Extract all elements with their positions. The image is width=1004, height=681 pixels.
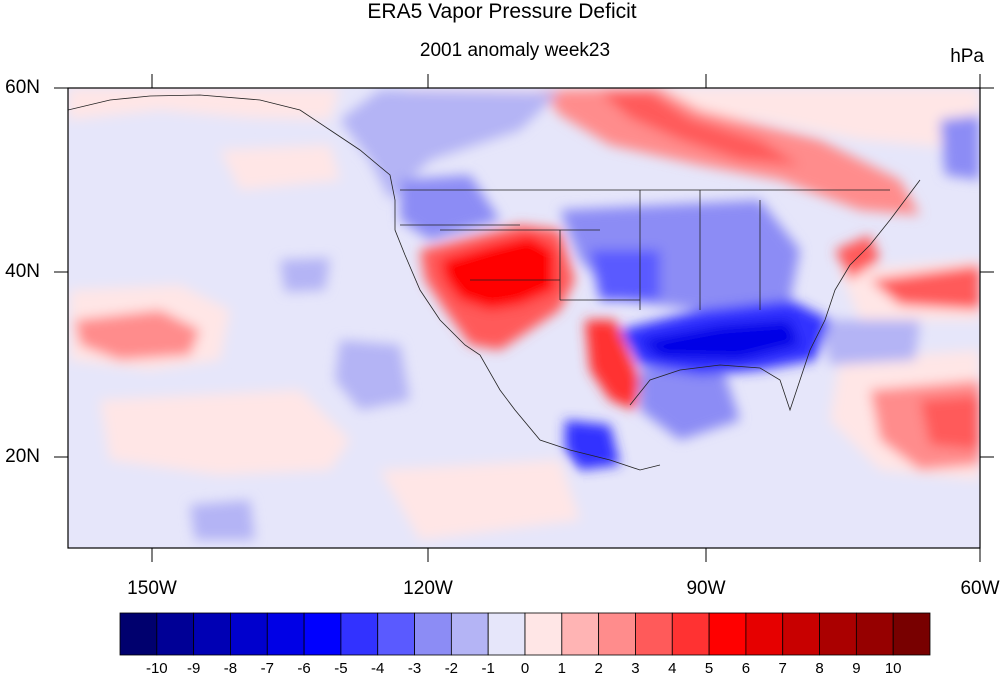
colorbar-swatch bbox=[708, 612, 747, 656]
colorbar-tick-label: 2 bbox=[594, 660, 603, 677]
coastlines bbox=[68, 94, 921, 471]
colorbar-swatch bbox=[450, 612, 489, 656]
colorbar-swatch bbox=[635, 612, 673, 656]
positive-anomaly-region bbox=[68, 88, 340, 120]
colorbar-tick-label: 5 bbox=[704, 660, 714, 677]
positive-anomaly-region bbox=[100, 390, 350, 475]
colorbar-tick-label: 3 bbox=[631, 660, 640, 677]
colorbar-tick-label: -7 bbox=[260, 660, 274, 677]
positive-anomaly-region bbox=[870, 265, 980, 310]
colorbar-swatch bbox=[598, 612, 636, 656]
colorbar-tick-label: -10 bbox=[145, 660, 168, 677]
lon-tick-label: 90W bbox=[686, 578, 726, 599]
colorbar-swatch bbox=[892, 612, 931, 656]
colorbar-tick-label: 7 bbox=[778, 660, 787, 677]
colorbar-swatch bbox=[414, 612, 452, 656]
colorbar-tick-label: 10 bbox=[884, 660, 902, 677]
negative-anomaly-region bbox=[340, 90, 560, 200]
negative-anomaly-region bbox=[335, 340, 410, 410]
negative-anomaly-region bbox=[640, 320, 800, 360]
colorbar-swatch bbox=[819, 612, 857, 656]
colorbar-tick-label: 1 bbox=[557, 660, 566, 677]
anomaly-field bbox=[68, 88, 980, 548]
positive-anomaly-region bbox=[440, 235, 555, 310]
colorbar-swatch bbox=[524, 612, 563, 656]
colorbar-swatch bbox=[156, 612, 195, 656]
positive-anomaly-region bbox=[600, 92, 800, 165]
colorbar-swatch bbox=[119, 612, 158, 656]
positive-anomaly-region bbox=[920, 395, 980, 450]
colorbar-tick-label: 8 bbox=[815, 660, 824, 677]
positive-anomaly-region bbox=[585, 320, 640, 410]
lat-tick-label: 20N bbox=[5, 446, 40, 467]
lon-tick-label: 150W bbox=[127, 578, 177, 599]
colorbar-swatch bbox=[671, 612, 710, 656]
colorbar-swatch bbox=[561, 612, 600, 656]
colorbar-tick-label: -9 bbox=[186, 660, 201, 677]
colorbar-tick-label: -1 bbox=[481, 660, 495, 677]
colorbar-tick-label: -8 bbox=[223, 660, 238, 677]
chart-subtitle: 2001 anomaly week23 bbox=[419, 40, 611, 61]
axis-ticks bbox=[54, 74, 994, 562]
colorbar-swatch bbox=[340, 612, 379, 656]
positive-anomaly-region bbox=[380, 460, 580, 540]
colorbar-swatch bbox=[745, 612, 784, 656]
lat-tick-label: 60N bbox=[5, 77, 40, 98]
colorbar bbox=[119, 612, 931, 656]
colorbar-swatch bbox=[230, 612, 268, 656]
lat-tick-label: 40N bbox=[5, 261, 40, 282]
negative-anomaly-region bbox=[280, 258, 330, 292]
negative-anomaly-region bbox=[190, 500, 255, 540]
colorbar-tick-label: 9 bbox=[852, 660, 861, 677]
colorbar-swatch bbox=[855, 612, 894, 656]
colorbar-tick-label: -2 bbox=[444, 660, 459, 677]
chart-title: ERA5 Vapor Pressure Deficit bbox=[367, 0, 637, 23]
positive-anomaly-region bbox=[75, 310, 200, 360]
positive-anomaly-region bbox=[220, 145, 340, 190]
colorbar-swatch bbox=[266, 612, 305, 656]
lon-tick-label: 120W bbox=[403, 578, 453, 599]
negative-anomaly-region bbox=[820, 320, 920, 365]
colorbar-tick-label: 6 bbox=[741, 660, 751, 677]
colorbar-swatch bbox=[303, 612, 342, 656]
lon-tick-label: 60W bbox=[960, 578, 1000, 599]
plot-frame bbox=[67, 87, 981, 549]
negative-anomaly-region bbox=[565, 420, 620, 470]
colorbar-tick-label: -5 bbox=[334, 660, 348, 677]
negative-anomaly-region bbox=[400, 175, 500, 240]
colorbar-tick-label: -6 bbox=[297, 660, 311, 677]
colorbar-swatch bbox=[377, 612, 415, 656]
colorbar-swatch bbox=[782, 612, 820, 656]
negative-anomaly-region bbox=[590, 250, 660, 300]
colorbar-swatch bbox=[487, 612, 526, 656]
colorbar-swatch bbox=[193, 612, 231, 656]
colorbar-tick-label: -3 bbox=[407, 660, 422, 677]
negative-anomaly-region bbox=[940, 115, 980, 180]
colorbar-tick-label: 4 bbox=[668, 660, 677, 677]
negative-anomaly-region bbox=[640, 360, 740, 440]
units-label: hPa bbox=[950, 46, 984, 67]
colorbar-tick-label: -4 bbox=[371, 660, 385, 677]
colorbar-tick-label: 0 bbox=[520, 660, 530, 677]
